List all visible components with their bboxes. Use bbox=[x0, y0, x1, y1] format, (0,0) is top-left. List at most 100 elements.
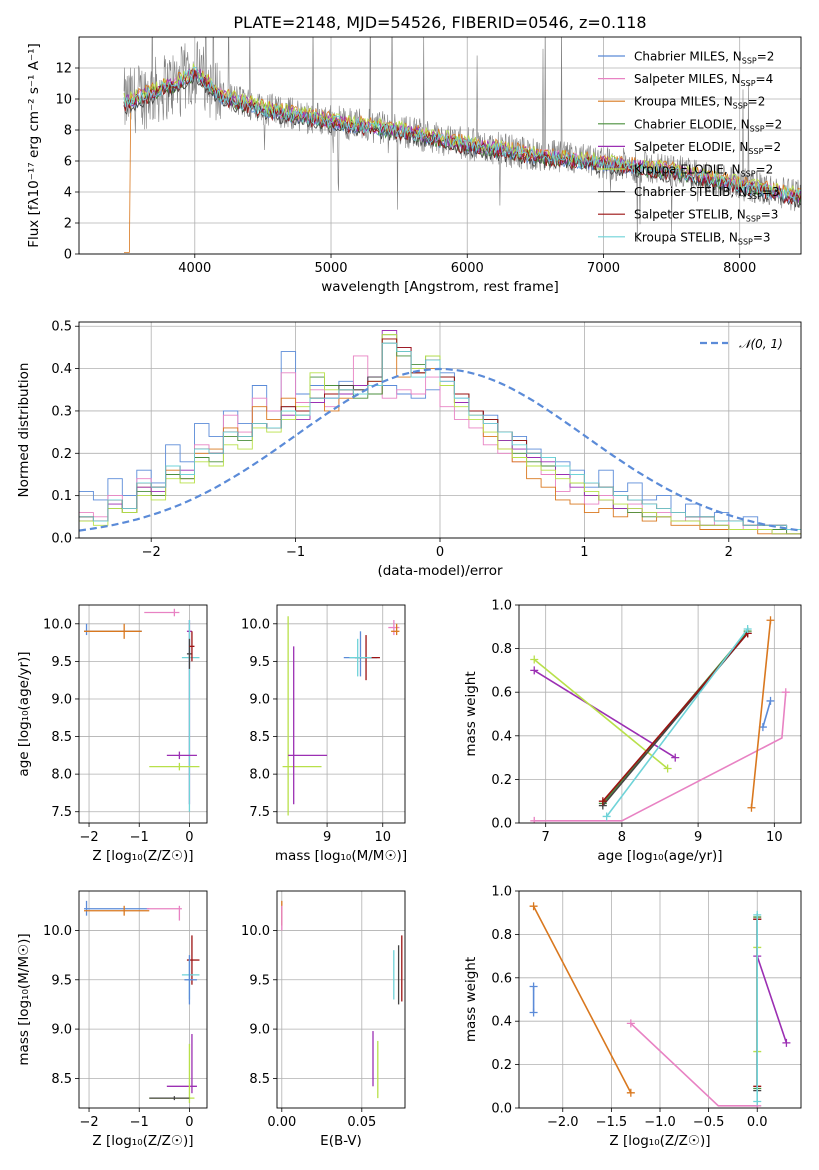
x-tick-label: −0.5 bbox=[693, 1115, 725, 1130]
model-spectrum-line bbox=[123, 68, 801, 205]
weight-series-line bbox=[533, 669, 676, 759]
y-tick-label: 10.0 bbox=[43, 617, 72, 632]
x-tick-label: 10 bbox=[374, 830, 391, 845]
legend-entry: Kroupa MILES, NSSP=2 bbox=[634, 95, 765, 111]
x-tick-label: 10 bbox=[766, 830, 783, 845]
plot-area-weight-vs-Z bbox=[529, 902, 791, 1108]
legend-nssp-value: 3 bbox=[771, 208, 779, 222]
x-tick-label: −2 bbox=[79, 830, 98, 845]
y-tick-label: 10.0 bbox=[241, 617, 270, 632]
axes-frame-mass-vs-Z bbox=[78, 890, 208, 1109]
y-tick-label: 0 bbox=[64, 248, 72, 263]
grid-age-vs-mass bbox=[277, 605, 405, 823]
grid-mass-vs-EBV bbox=[277, 891, 405, 1108]
error-cross bbox=[349, 638, 372, 677]
axes-frame-spectrum bbox=[78, 36, 802, 255]
error-cross bbox=[84, 905, 150, 916]
legend-model-name: Salpeter MILES bbox=[634, 72, 724, 86]
legend-entry: Chabrier MILES, NSSP=2 bbox=[634, 50, 774, 66]
y-tick-label: 6 bbox=[64, 155, 72, 170]
panel-weight-vs-age: 7 8 9 10 0.0 0.2 0.4 0.6 0.8 1.0 age [log₁₀(age/yr… bbox=[463, 599, 802, 864]
weight-series-line bbox=[533, 658, 669, 770]
error-cross bbox=[84, 623, 142, 639]
weight-point-marker bbox=[753, 1097, 762, 1106]
y-axis-label: mass weight bbox=[463, 957, 479, 1042]
panel-spectrum: 4000 5000 6000 7000 8000024681012wavelength … bbox=[26, 36, 802, 295]
weight-series-line bbox=[762, 700, 772, 728]
y-tick-label: 0.6 bbox=[491, 971, 512, 986]
weight-point-marker bbox=[753, 910, 762, 919]
x-tick-label: 9 bbox=[694, 830, 702, 845]
axes-frame-residual-histogram bbox=[78, 321, 802, 539]
legend-entry: Chabrier ELODIE, NSSP=2 bbox=[634, 117, 782, 133]
error-cross bbox=[149, 762, 200, 771]
error-cross bbox=[391, 623, 400, 636]
x-tick-label: 4000 bbox=[178, 261, 211, 276]
y-tick-label: 9.5 bbox=[249, 973, 270, 988]
y-tick-label: 8.5 bbox=[51, 730, 72, 745]
y-tick-label: 0.5 bbox=[51, 320, 72, 335]
weight-point-marker bbox=[781, 688, 790, 697]
y-tick-label: 8.0 bbox=[51, 768, 72, 783]
y-tick-label: 0.0 bbox=[51, 532, 72, 547]
legend-entry: Kroupa STELIB, NSSP=3 bbox=[634, 230, 771, 246]
weight-series-line bbox=[534, 692, 787, 822]
y-tick-label: 8.5 bbox=[51, 1072, 72, 1087]
y-tick-label: 0.1 bbox=[51, 489, 72, 504]
legend-entry: Kroupa ELODIE, NSSP=2 bbox=[634, 163, 773, 179]
panel-weight-vs-Z: −2.0 −1.5 −1.0 −0.5 0.0 0.0 0.2 0.4 0.6 0.8 1.0 Z [… bbox=[463, 885, 802, 1149]
panel-mass-vs-Z: −2 −1 0 8.5 9.0 9.5 10.0 Z [log₁₀(Z/Z☉)] mass [l… bbox=[16, 890, 208, 1149]
y-tick-label: 10 bbox=[55, 93, 72, 108]
plot-area-mass-vs-Z bbox=[84, 900, 200, 1104]
legend-nssp-label: , N bbox=[729, 208, 746, 222]
error-cross bbox=[166, 1034, 197, 1094]
weight-point-marker bbox=[529, 902, 538, 911]
weight-point-marker bbox=[602, 812, 611, 821]
x-tick-label: 2 bbox=[725, 545, 733, 560]
legend-eq: = bbox=[765, 117, 775, 131]
legend-eq: = bbox=[763, 140, 773, 154]
grid-mass-vs-Z bbox=[79, 891, 207, 1108]
y-tick-label: 0.6 bbox=[491, 686, 512, 701]
plot-area-mass-vs-EBV bbox=[281, 900, 403, 1099]
y-tick-label: 1.0 bbox=[491, 599, 512, 614]
y-axis-label: Flux [fλ10⁻¹⁷ erg cm⁻² s⁻¹ A⁻¹] bbox=[26, 43, 42, 248]
y-tick-label: 9.0 bbox=[51, 1023, 72, 1038]
axes-frame-mass-vs-EBV bbox=[276, 890, 406, 1109]
grid-spectrum bbox=[79, 37, 801, 255]
error-cross bbox=[166, 751, 197, 760]
legend-model-name: Kroupa STELIB bbox=[634, 230, 721, 244]
legend-entry: Salpeter STELIB, NSSP=3 bbox=[634, 208, 778, 224]
x-tick-label: −1.0 bbox=[644, 1115, 676, 1130]
legend-nssp-label: , N bbox=[724, 163, 741, 177]
histogram-step-line bbox=[79, 334, 801, 538]
y-tick-label: 0.8 bbox=[491, 928, 512, 943]
y-tick-label: 10.0 bbox=[241, 924, 270, 939]
y-tick-label: 0.0 bbox=[491, 1102, 512, 1117]
axes-frame-age-vs-Z bbox=[78, 604, 208, 824]
x-axis-label: E(B-V) bbox=[320, 1133, 362, 1149]
weight-point-marker bbox=[530, 666, 539, 675]
panel-residual-histogram: −2 −1 0 1 2 0.0 0.1 0.2 0.3 0.4 0.5 (data-model)/er… bbox=[16, 320, 802, 579]
x-tick-label: 6000 bbox=[451, 261, 484, 276]
legend-nssp-sub: SSP bbox=[733, 102, 748, 111]
legend-nssp-label: , N bbox=[724, 72, 741, 86]
x-axis-label: (data-model)/error bbox=[377, 563, 503, 579]
y-tick-label: 2 bbox=[64, 217, 72, 232]
y-tick-label: 0.4 bbox=[51, 362, 72, 377]
plot-area-age-vs-Z bbox=[84, 608, 200, 812]
axes-frame-weight-vs-Z bbox=[518, 890, 802, 1109]
error-cross bbox=[149, 1096, 190, 1101]
legend-nssp-value: 2 bbox=[767, 50, 775, 64]
weight-point-marker bbox=[782, 1038, 791, 1047]
legend-nssp-value: 4 bbox=[766, 72, 774, 86]
legend-model-name: Chabrier ELODIE bbox=[634, 117, 733, 131]
x-axis-label: age [log₁₀(age/yr)] bbox=[597, 848, 722, 864]
legend-eq: = bbox=[756, 72, 766, 86]
y-tick-label: 0.2 bbox=[51, 447, 72, 462]
y-tick-label: 0.3 bbox=[51, 404, 72, 419]
y-tick-label: 9.5 bbox=[51, 655, 72, 670]
